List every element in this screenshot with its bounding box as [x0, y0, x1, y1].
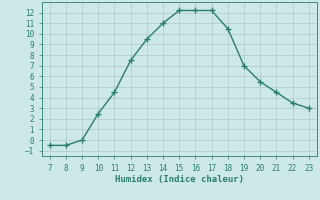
X-axis label: Humidex (Indice chaleur): Humidex (Indice chaleur) — [115, 175, 244, 184]
